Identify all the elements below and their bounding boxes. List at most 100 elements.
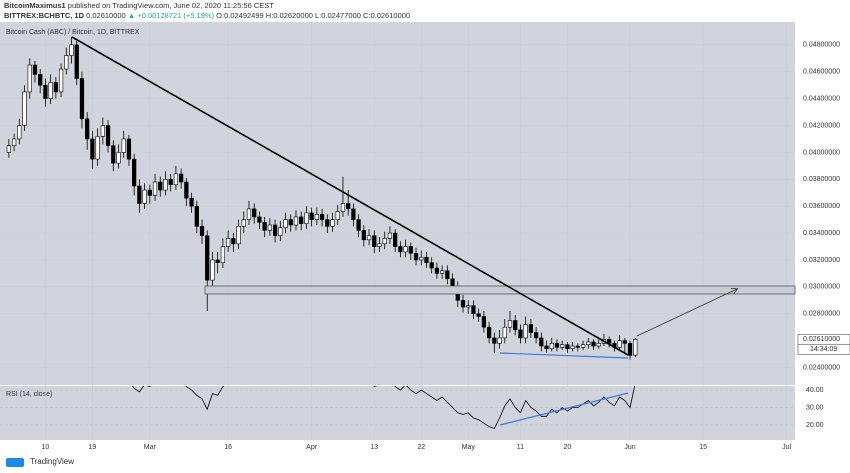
y-tick-label: 0.04000000 (803, 149, 840, 156)
candle-body (533, 332, 539, 339)
y-tick-label: 0.02400000 (803, 364, 840, 371)
candle-body (502, 326, 507, 339)
candle-body (528, 324, 533, 333)
candle-body (179, 173, 184, 183)
rsi-tick-label: 30.00 (806, 404, 824, 411)
candle-body (633, 338, 638, 356)
candle-body (460, 299, 466, 308)
candle-body (90, 138, 95, 160)
candle-body (393, 232, 398, 247)
x-tick-label: 20 (564, 444, 572, 451)
last: 0.02610000 (86, 11, 126, 20)
x-tick-label: 15 (699, 444, 707, 451)
candle-body (38, 74, 43, 86)
x-tick-label: 22 (417, 444, 425, 451)
candle-body (225, 238, 231, 247)
pane-divider (0, 385, 795, 386)
candle-body (163, 179, 168, 191)
price-tag-label: 0.02610000 (803, 336, 840, 343)
candle-body (314, 213, 319, 220)
candle-body (617, 340, 622, 348)
candle-body (194, 205, 199, 227)
candle-body (142, 189, 147, 204)
candle-body (497, 337, 502, 344)
candle-body (189, 197, 194, 207)
candle-body (549, 343, 554, 350)
candle-body (325, 219, 330, 227)
rsi-pane (0, 386, 795, 440)
candle-body (372, 235, 377, 247)
candle-body (137, 185, 142, 204)
candle-body (319, 213, 325, 220)
rsi-divergence-line (499, 392, 629, 426)
candle-body (272, 224, 278, 237)
candle-body (252, 208, 257, 218)
candle-body (513, 320, 518, 331)
header-line: BitcoinMaximus1 published on TradingView… (4, 1, 274, 10)
countdown-box (797, 343, 850, 355)
candle-body (309, 212, 314, 220)
candle-body (361, 230, 366, 241)
candle-body (95, 135, 100, 160)
brand: TradingView (30, 457, 74, 466)
candle-body (262, 222, 267, 231)
candle-body (241, 219, 246, 227)
candle-body (236, 226, 241, 245)
candle-body (492, 337, 497, 344)
candle-body (539, 337, 544, 347)
rsi (131, 386, 636, 429)
candle-body (356, 219, 361, 231)
support-line (499, 352, 629, 359)
candle-body (586, 341, 591, 345)
candle-body (184, 181, 189, 199)
y-tick-label: 0.03200000 (803, 257, 840, 264)
candle-body (210, 259, 215, 281)
candle-body (132, 158, 137, 187)
candle-body (32, 64, 38, 75)
candle-body (466, 305, 471, 308)
rsi-tick-label: 40.00 (806, 387, 824, 394)
y-tick-label: 0.04400000 (803, 95, 840, 102)
candle-body (69, 44, 74, 56)
x-tick-label: Apr (306, 444, 318, 451)
candle-body (111, 145, 116, 164)
candle-body (220, 246, 226, 263)
candle-body (64, 55, 69, 70)
candles (6, 36, 638, 360)
candle-body (22, 91, 27, 126)
candle-body (387, 232, 393, 239)
x-tick-label: 16 (224, 444, 232, 451)
candle-body (43, 84, 48, 99)
published: published on TradingView.com, June 02, 2… (68, 1, 275, 10)
price-pane (0, 22, 795, 385)
chart-title: Bitcoin Cash (ABC) / Bitcoin, 1D, BITTRE… (6, 29, 140, 36)
candle-body (523, 324, 528, 339)
candle-body (445, 270, 450, 280)
candle-body (330, 219, 335, 227)
candle-body (17, 125, 22, 140)
candle-body (126, 138, 132, 160)
candle-body (570, 345, 575, 349)
countdown: 14:34:09 (810, 346, 837, 353)
x-tick-label: 13 (370, 444, 378, 451)
candle-body (231, 238, 236, 245)
candle-body (351, 208, 356, 220)
candle-body (366, 235, 372, 241)
candle-body (48, 82, 53, 99)
candle-body (518, 329, 523, 339)
candle-body (575, 345, 580, 348)
projection-arrow (636, 289, 737, 337)
candle-body (246, 208, 252, 220)
change: ▲ +0.00128721 (+5.19%) (128, 11, 215, 20)
candle-body (596, 343, 601, 347)
candle-body (257, 216, 262, 223)
y-tick-label: 0.03400000 (803, 230, 840, 237)
candle-body (173, 173, 179, 185)
candle-body (288, 219, 293, 226)
ohlc: O:0.02492499 H:0.02620000 L:0.02477000 C… (216, 11, 410, 20)
candle-body (398, 246, 403, 253)
candle-body (6, 145, 12, 153)
candle-body (486, 326, 492, 339)
candle-body (560, 344, 565, 348)
